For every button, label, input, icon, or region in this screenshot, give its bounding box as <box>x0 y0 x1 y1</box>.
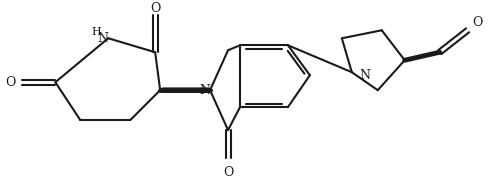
Text: H: H <box>92 27 101 37</box>
Text: O: O <box>223 166 233 179</box>
Text: N: N <box>360 69 371 82</box>
Text: O: O <box>150 2 160 15</box>
Text: N: N <box>199 84 210 97</box>
Text: O: O <box>6 76 16 89</box>
Text: O: O <box>472 16 483 29</box>
Text: N: N <box>98 32 108 45</box>
